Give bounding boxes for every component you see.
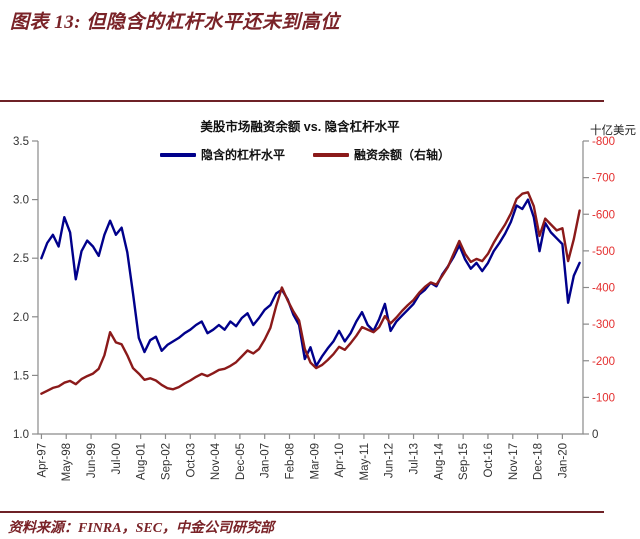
right-axis-tick-label: -200	[592, 356, 615, 368]
axis-frame	[37, 141, 584, 435]
source-note: 资料来源：FINRA，SEC，中金公司研究部	[8, 521, 275, 536]
right-axis-tick-label: -300	[592, 319, 615, 331]
legend-swatch-red-line-icon	[313, 152, 349, 157]
left-axis-tick-label: 1.5	[13, 370, 29, 382]
chart-legend: 隐含的杠杆水平 融资余额（右轴）	[0, 146, 610, 163]
page-title: 图表 13: 但隐含的杠杆水平还未到高位	[10, 12, 340, 33]
legend-item-implied-leverage: 隐含的杠杆水平	[159, 146, 285, 163]
x-axis-tick-label: Sep-02	[160, 443, 172, 480]
right-axis-tick-label: -800	[592, 136, 615, 148]
x-axis-tick-label: Apr-10	[334, 443, 346, 478]
x-axis-tick-label: Jul-00	[111, 443, 123, 474]
x-axis-tick-label: Jan-20	[557, 443, 569, 478]
legend-label: 隐含的杠杆水平	[200, 148, 285, 162]
x-axis-tick-label: Nov-04	[210, 442, 222, 480]
legend-swatch-blue-line-icon	[159, 152, 196, 157]
bottom-divider	[0, 511, 604, 513]
chart-title: 美股市场融资余额 vs. 隐含杠杆水平	[200, 120, 400, 134]
x-axis-tick-label: Nov-17	[508, 443, 520, 480]
x-axis-tick-label: May-11	[359, 443, 371, 481]
legend-item-margin-balance: 融资余额（右轴）	[313, 146, 450, 163]
right-axis-tick-label: -100	[592, 392, 615, 404]
chart-container: 3.5 3.0 2.5 2.0 1.5 1.0 -800 -700 -600 -500 -400 -3…	[0, 105, 640, 505]
x-axis-tick-label: Dec-05	[235, 443, 247, 480]
chart-svg: 3.5 3.0 2.5 2.0 1.5 1.0 -800 -700 -600 -500 -400 -3…	[13, 136, 615, 481]
x-axis-tick-label: Sep-15	[458, 443, 470, 480]
x-axis-tick-label: Mar-09	[309, 443, 321, 479]
x-axis-tick-label: Aug-01	[136, 443, 148, 480]
x-axis-tick-label: Jun-12	[384, 443, 396, 478]
right-axis-tick-label: 0	[592, 429, 598, 441]
x-axis-tick-label: Oct-03	[185, 443, 197, 478]
left-axis-tick-label: 2.0	[13, 312, 29, 324]
right-axis-unit-label: 十亿美元	[590, 125, 636, 137]
x-axis-tick-label: Feb-08	[285, 443, 297, 479]
left-axis-tick-label: 2.5	[13, 253, 29, 265]
x-axis-tick-label: Jul-13	[409, 443, 421, 474]
x-axis-tick-label: Dec-18	[533, 443, 545, 480]
right-axis-tick-label: -600	[592, 209, 615, 221]
x-axis-tick-label: Jan-07	[260, 443, 272, 478]
x-axis-tick-label: Oct-16	[483, 443, 495, 478]
series-line-margin-balance	[40, 191, 581, 395]
right-axis-tick-label: -500	[592, 246, 615, 258]
x-axis-tick-label: Apr-97	[36, 443, 48, 478]
left-axis-tick-label: 1.0	[13, 429, 29, 441]
x-axis-tick-label: Jun-99	[86, 443, 98, 478]
x-axis-tick-label: May-98	[61, 443, 73, 481]
x-axis-tick-label: Aug-14	[433, 442, 445, 480]
right-axis-tick-label: -700	[592, 173, 615, 185]
left-axis-tick-label: 3.0	[13, 195, 29, 207]
right-axis-tick-label: -400	[592, 283, 615, 295]
top-divider	[0, 100, 604, 102]
series-line-implied-leverage	[40, 198, 581, 368]
legend-label: 融资余额（右轴）	[354, 148, 451, 162]
left-axis-tick-label: 3.5	[13, 136, 29, 148]
